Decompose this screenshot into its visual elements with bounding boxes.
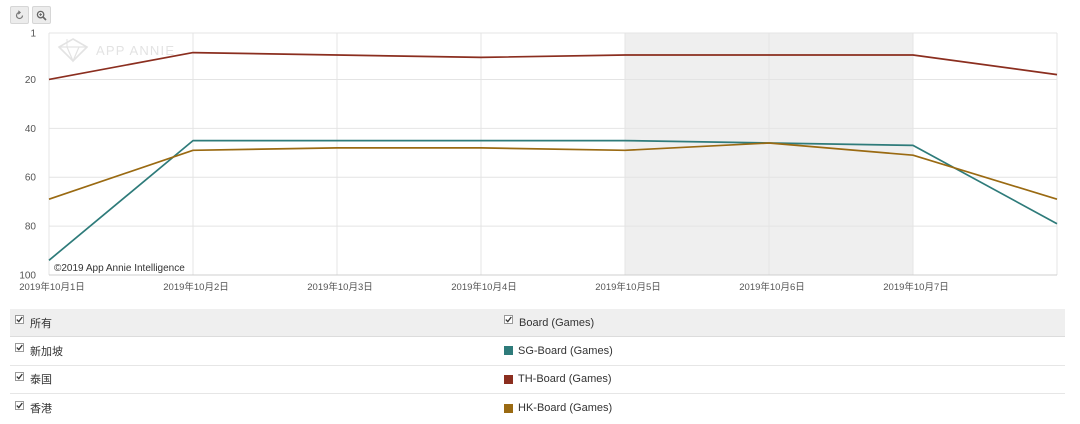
series-color-swatch (504, 346, 513, 356)
country-label: 新加坡 (30, 345, 63, 358)
series-legend-table: 所有 Board (Games) 新加坡 SG-Board (Games) 泰国 (10, 309, 1065, 423)
singapore-checkbox[interactable] (15, 343, 24, 353)
zoom-button[interactable] (32, 6, 51, 24)
zoom-icon (36, 10, 47, 21)
y-tick-label: 1 (30, 29, 36, 40)
series-line (48, 139, 1058, 261)
series-color-swatch (504, 403, 513, 413)
series-label: HK-Board (Games) (518, 402, 613, 415)
legend-header-row: 所有 Board (Games) (10, 309, 1065, 337)
series-label: SG-Board (Games) (518, 344, 613, 357)
checkmark-icon (505, 316, 512, 323)
board-games-label: Board (Games) (519, 316, 595, 329)
x-tick-label: 2019年10月7日 (883, 281, 948, 293)
y-tick-label: 60 (25, 173, 37, 184)
series-line (48, 142, 1058, 201)
y-tick-label: 100 (19, 271, 36, 282)
legend-row-th: 泰国 TH-Board (Games) (10, 366, 1065, 394)
copyright-credit: ©2019 App Annie Intelligence (54, 263, 185, 274)
series-label: TH-Board (Games) (518, 373, 612, 386)
diamond-logo-icon (57, 38, 89, 63)
legend-row-hk: 香港 HK-Board (Games) (10, 394, 1065, 423)
thailand-checkbox[interactable] (15, 371, 24, 381)
y-tick-label: 20 (25, 75, 37, 86)
country-label: 香港 (30, 403, 52, 416)
country-label: 泰国 (30, 374, 52, 387)
x-tick-label: 2019年10月6日 (739, 281, 804, 293)
series-color-swatch (504, 374, 513, 384)
watermark-text: APP ANNIE (96, 43, 175, 58)
series-line (48, 51, 1058, 81)
x-tick-label: 2019年10月1日 (19, 281, 84, 293)
select-all-checkbox[interactable] (15, 315, 24, 324)
hong-kong-checkbox[interactable] (15, 400, 24, 410)
x-tick-label: 2019年10月2日 (163, 281, 228, 293)
checkmark-icon (16, 316, 23, 323)
reset-icon (15, 9, 24, 19)
checkmark-icon (16, 373, 23, 380)
all-label: 所有 (30, 317, 52, 330)
checkmark-icon (16, 344, 23, 351)
rank-line-chart: APP ANNIE 1 20 40 60 80 100 2019年10月1日 2019年10… (19, 29, 1058, 293)
x-tick-label: 2019年10月3日 (307, 281, 372, 293)
checkmark-icon (16, 402, 23, 409)
chart-toolbar (10, 6, 51, 24)
board-games-checkbox[interactable] (504, 315, 513, 324)
x-tick-label: 2019年10月4日 (451, 281, 516, 293)
app-annie-watermark: APP ANNIE (57, 38, 175, 63)
reset-zoom-button[interactable] (10, 6, 29, 24)
y-tick-label: 40 (25, 124, 37, 135)
legend-row-sg: 新加坡 SG-Board (Games) (10, 337, 1065, 366)
x-tick-label: 2019年10月5日 (595, 281, 660, 293)
y-tick-label: 80 (25, 222, 37, 233)
